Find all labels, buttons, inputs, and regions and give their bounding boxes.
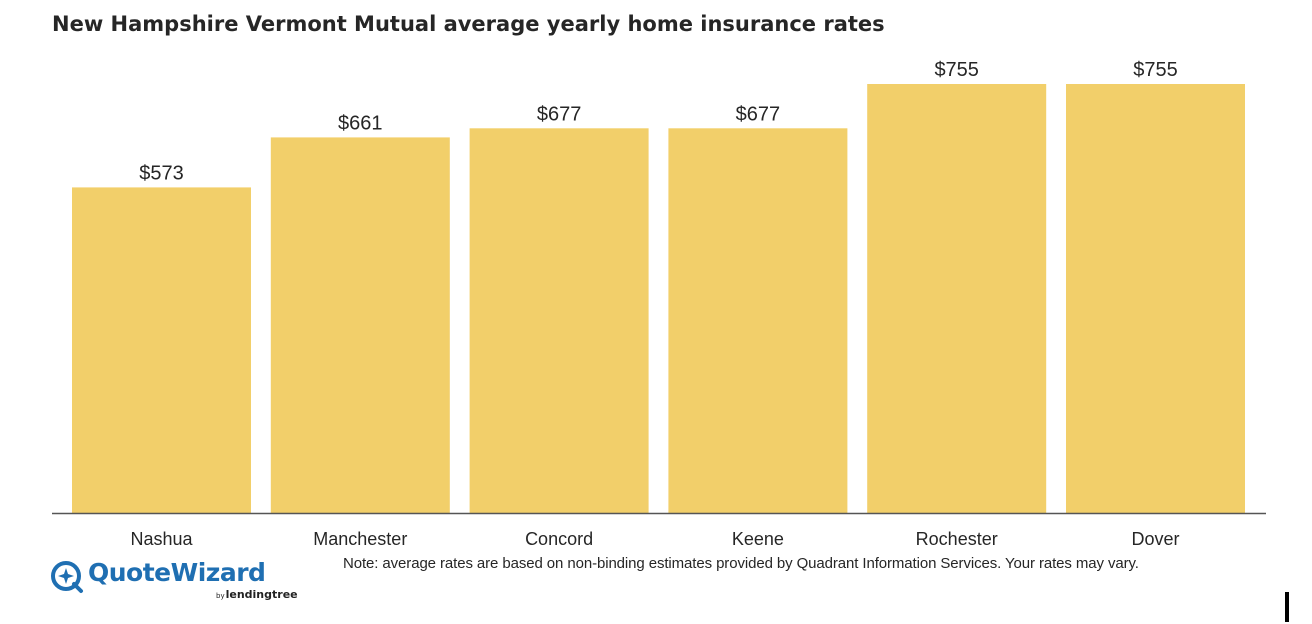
x-tick-label: Dover xyxy=(1131,529,1179,549)
bar-manchester xyxy=(270,137,450,513)
x-tick-label: Rochester xyxy=(916,529,998,549)
x-tick-label: Nashua xyxy=(130,529,193,549)
quotewizard-icon xyxy=(51,561,83,593)
bar-keene xyxy=(668,128,848,514)
bar-dover xyxy=(1066,84,1245,513)
brand-name: QuoteWizard xyxy=(88,558,266,587)
edge-cursor-mark xyxy=(1285,592,1289,622)
x-tick-label: Keene xyxy=(732,529,784,549)
bar-value-label: $677 xyxy=(537,103,582,125)
chart-title: New Hampshire Vermont Mutual average yea… xyxy=(52,12,885,36)
bar-nashua xyxy=(72,187,251,513)
bar-value-label: $661 xyxy=(338,112,383,134)
bar-concord xyxy=(469,128,649,514)
bar-rochester xyxy=(867,84,1047,513)
brand-by: by xyxy=(216,592,225,600)
brand-partner: bylendingtree xyxy=(216,588,298,601)
brand-partner-name: lendingtree xyxy=(225,588,298,601)
quotewizard-logo: QuoteWizard bylendingtree xyxy=(50,556,320,606)
x-tick-label: Manchester xyxy=(313,529,407,549)
bar-value-label: $755 xyxy=(934,59,979,81)
bar-value-label: $573 xyxy=(139,162,184,184)
bar-value-label: $755 xyxy=(1133,59,1178,81)
footnote: Note: average rates are based on non-bin… xyxy=(343,555,1139,572)
x-tick-label: Concord xyxy=(525,529,593,549)
bar-value-label: $677 xyxy=(736,103,781,125)
